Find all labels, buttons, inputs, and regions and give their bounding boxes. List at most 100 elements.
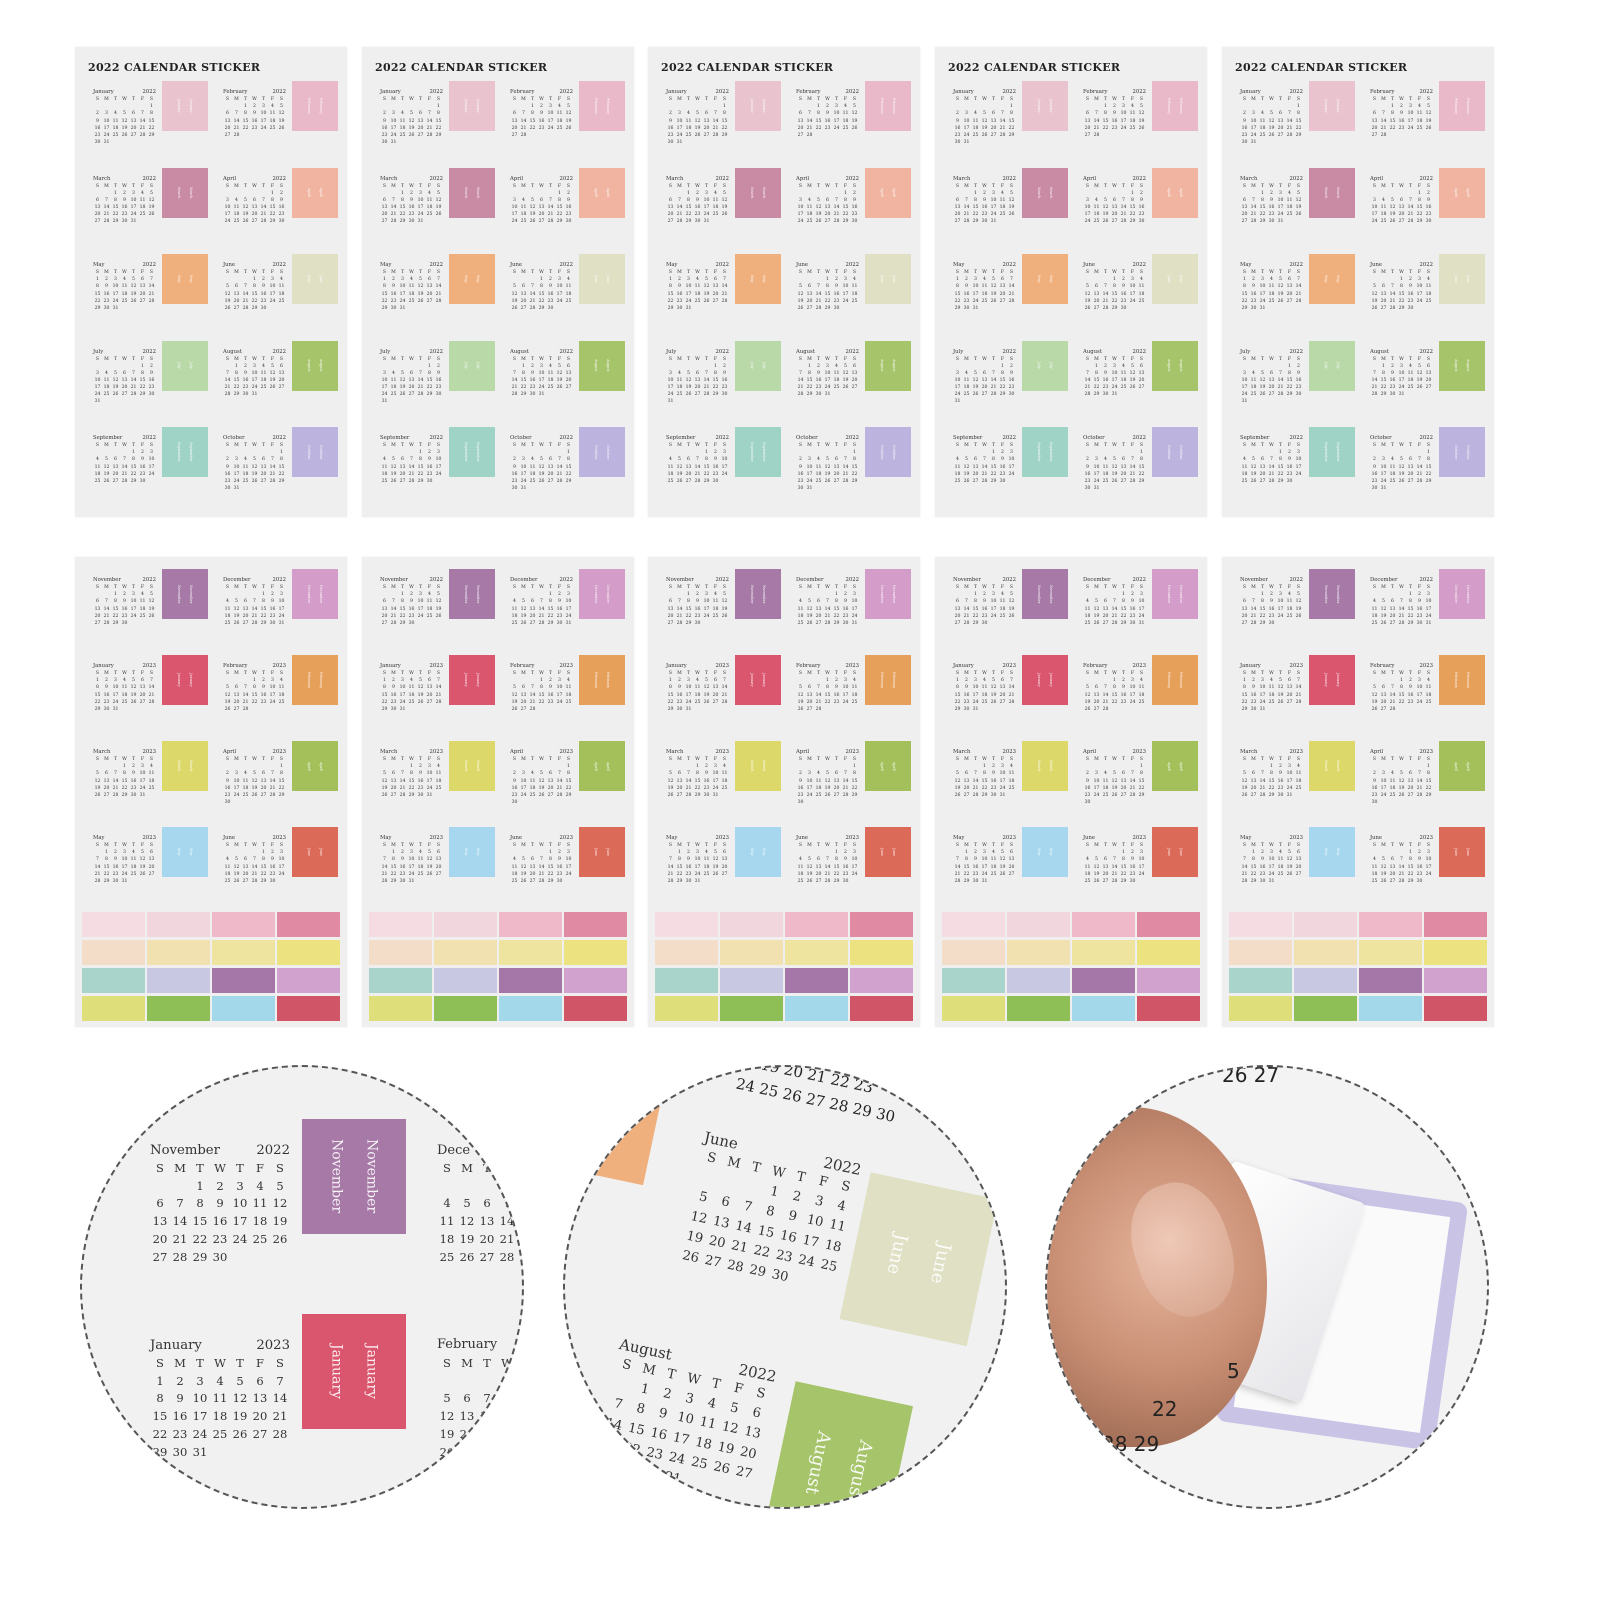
day-number: 18 — [94, 471, 101, 477]
day-number: 11 — [94, 464, 101, 470]
tab-label: June — [606, 848, 611, 856]
day-number: 5 — [236, 1373, 244, 1388]
day-number: 2 — [1252, 678, 1255, 684]
day-number: 1 — [678, 850, 681, 856]
month-tab-sticker: November November — [162, 569, 208, 619]
day-number: 3 — [799, 197, 802, 203]
tab-label: February — [1466, 671, 1471, 689]
month-calendar: October 2022 S M T W T F S 1 2 3 4 5 6 7 8 9 10 11 12 13 14 15 1… — [1083, 435, 1146, 492]
day-number: 10 — [842, 685, 849, 691]
day-number: 13 — [1120, 464, 1127, 470]
day-number: 9 — [141, 457, 144, 463]
week-row: 7 8 9 10 11 12 13 — [510, 370, 573, 377]
day-number: 29 — [721, 132, 728, 138]
month-name: June — [1370, 262, 1383, 268]
weekday-label: T — [261, 183, 266, 189]
day-number: 29 — [260, 878, 267, 884]
day-number: 24 — [556, 298, 563, 304]
month-header: June 2023 — [1083, 835, 1146, 842]
day-number: 30 — [399, 878, 406, 884]
blank — [1397, 449, 1406, 456]
day-number: 11 — [667, 464, 674, 470]
day-number: 25 — [103, 392, 110, 398]
month-year: 2023 — [142, 835, 156, 841]
month-name: March — [1240, 175, 1258, 182]
day-number: 28 — [1102, 305, 1109, 311]
day-number: 11 — [1268, 685, 1275, 691]
weekday-label: S — [1242, 356, 1247, 362]
month-year: 2023 — [715, 835, 729, 841]
day-number: 4 — [150, 764, 153, 770]
week-row: 23 24 25 26 27 28 29 — [796, 478, 859, 485]
week-row: 16 17 18 19 20 21 22 — [510, 471, 573, 478]
weekday-label: W — [1269, 443, 1274, 449]
day-number: 25 — [1120, 385, 1127, 391]
day-number: 11 — [269, 111, 276, 117]
day-number: 22 — [963, 871, 970, 877]
month-year: 2022 — [272, 262, 286, 268]
day-number: 1 — [853, 450, 856, 456]
day-number: 22 — [556, 212, 563, 218]
blank — [170, 1178, 190, 1196]
month-header: May 2022 — [93, 262, 156, 269]
day-number: 16 — [1398, 118, 1405, 124]
day-number: 29 — [954, 706, 961, 712]
blank — [1406, 190, 1415, 197]
weekday-label: F — [557, 843, 562, 849]
day-number: 27 — [806, 706, 813, 712]
month-tab-sticker: May May — [1022, 254, 1068, 304]
day-number: 23 — [1371, 792, 1378, 798]
day-number: 4 — [956, 457, 959, 463]
day-number: 13 — [1380, 692, 1387, 698]
blank — [1092, 190, 1101, 197]
day-number: 20 — [721, 864, 728, 870]
day-number: 13 — [851, 370, 858, 376]
day-number: 3 — [1261, 277, 1264, 283]
day-number: 15 — [381, 291, 388, 297]
weekday-label: T — [243, 183, 248, 189]
day-number: 15 — [694, 778, 701, 784]
day-number: 8 — [383, 284, 386, 290]
day-number: 17 — [1120, 118, 1127, 124]
weekday-label: W — [982, 443, 987, 449]
day-number: 18 — [511, 871, 518, 877]
week-row: 20 21 22 23 24 25 26 — [1370, 125, 1433, 132]
day-number: 14 — [1084, 378, 1091, 383]
day-number: 7 — [678, 197, 681, 203]
week-row: 12 13 14 15 16 17 18 — [1240, 778, 1303, 785]
day-number: 27 — [112, 478, 119, 484]
day-number: 13 — [390, 778, 397, 784]
tab-label: April — [1453, 761, 1458, 771]
day-number: 24 — [232, 1232, 248, 1247]
weekday-label: S — [1242, 585, 1247, 591]
day-number: 7 — [723, 678, 726, 684]
day-number: 29 — [112, 219, 119, 225]
weekday-label: T — [973, 270, 978, 276]
day-number: 1 — [280, 450, 283, 456]
day-number: 23 — [1250, 298, 1257, 304]
day-number: 28 — [1277, 392, 1284, 398]
day-number: 22 — [1138, 471, 1145, 477]
day-number: 23 — [685, 871, 692, 877]
weekday-label: S — [95, 443, 100, 449]
tab-label: February — [892, 671, 897, 689]
day-number: 24 — [1111, 385, 1118, 391]
weekday-label: S — [722, 757, 727, 763]
day-number: 9 — [123, 197, 126, 203]
day-number: 5 — [1400, 457, 1403, 463]
day-number: 2 — [401, 850, 404, 856]
weekday-label: T — [973, 183, 978, 189]
day-number: 12 — [139, 857, 146, 863]
weekday-label: T — [418, 97, 423, 103]
week-row: 29 30 31 — [666, 706, 729, 713]
day-number: 5 — [558, 363, 561, 369]
day-number: 4 — [974, 111, 977, 117]
month-name: February — [223, 89, 248, 95]
tab-label: June — [879, 275, 884, 283]
day-number: 26 — [1138, 125, 1145, 131]
day-number: 30 — [269, 620, 276, 626]
